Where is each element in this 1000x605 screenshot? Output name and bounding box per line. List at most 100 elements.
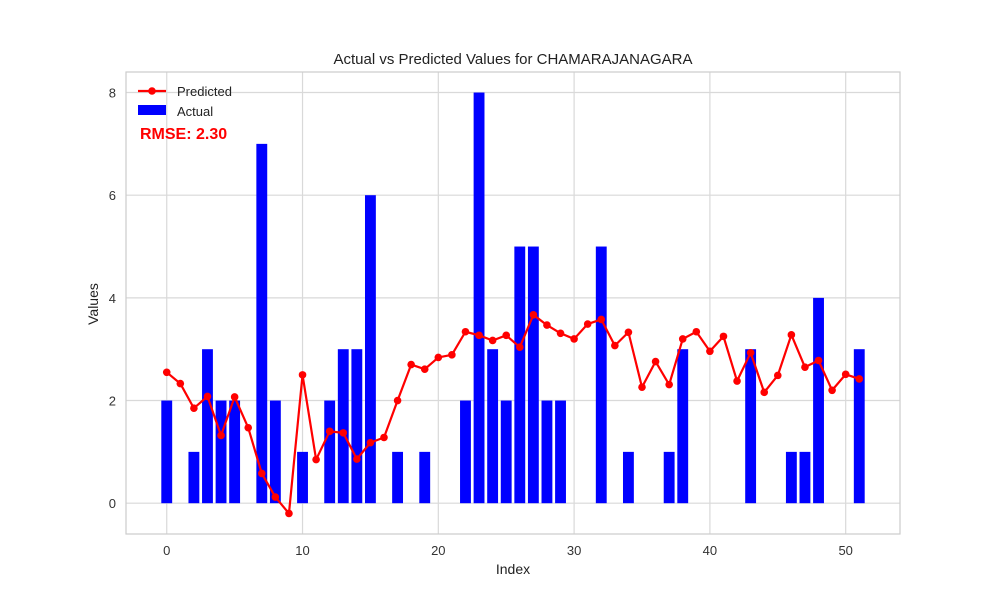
predicted-point (801, 363, 809, 371)
legend-actual-label: Actual (177, 104, 213, 119)
actual-bar (785, 451, 797, 504)
predicted-point (515, 343, 524, 351)
predicted-point (611, 341, 619, 350)
x-tick-label: 10 (295, 543, 309, 558)
actual-bar (555, 400, 566, 504)
plot-area (126, 72, 900, 534)
legend: Predicted Actual (138, 84, 232, 119)
predicted-point (678, 335, 687, 343)
actual-bar (663, 451, 675, 504)
y-tick-label: 2 (109, 394, 116, 409)
predicted-point (244, 423, 253, 432)
x-tick-label: 40 (703, 543, 717, 558)
predicted-point (665, 380, 673, 389)
actual-bar (745, 349, 757, 504)
predicted-point (271, 493, 280, 501)
actual-bar (622, 451, 634, 504)
actual-bar (202, 349, 213, 504)
predicted-point (339, 429, 348, 437)
predicted-point (176, 379, 185, 388)
predicted-line (166, 313, 860, 515)
predicted-point (651, 357, 660, 366)
predicted-point (285, 509, 293, 518)
predicted-point (787, 331, 796, 339)
plot-frame (125, 71, 901, 535)
actual-bar (256, 143, 268, 504)
predicted-point (760, 388, 769, 397)
predicted-point (420, 365, 429, 374)
predicted-point (828, 386, 836, 395)
y-axis-label: Values (85, 283, 101, 325)
actual-bar (297, 451, 308, 504)
predicted-point (746, 348, 755, 357)
legend-predicted-label: Predicted (177, 84, 232, 99)
actual-bar (460, 400, 471, 504)
x-tick-label: 20 (431, 543, 445, 558)
actual-bar (813, 297, 824, 504)
x-tick-label: 30 (567, 543, 581, 558)
predicted-line-group (162, 311, 864, 518)
actual-bar (514, 246, 526, 504)
predicted-point (190, 404, 198, 413)
actual-bar (269, 400, 281, 504)
actual-bar (324, 400, 336, 504)
predicted-point (217, 431, 225, 440)
predicted-point (325, 427, 334, 436)
legend-actual-swatch (138, 105, 166, 115)
predicted-point (583, 320, 592, 328)
predicted-point (230, 393, 239, 401)
predicted-point (556, 329, 565, 338)
predicted-point (543, 321, 551, 329)
actual-bar (337, 349, 349, 504)
actual-bar (392, 451, 404, 504)
actual-bar (853, 349, 865, 504)
actual-bar (541, 400, 553, 504)
predicted-point (841, 370, 850, 379)
predicted-point (407, 360, 415, 369)
predicted-point (434, 353, 443, 362)
predicted-point (570, 335, 578, 343)
x-tick-label: 50 (838, 543, 852, 558)
grid-lines (126, 72, 900, 534)
legend-predicted-marker (148, 87, 156, 95)
actual-bar (419, 451, 431, 504)
predicted-point (353, 455, 361, 463)
predicted-point (488, 336, 497, 345)
actual-bar (351, 349, 363, 504)
predicted-point (733, 377, 741, 385)
actual-bar (215, 400, 227, 504)
predicted-point (366, 438, 375, 447)
actual-bar (188, 451, 200, 504)
actual-bar (500, 400, 512, 504)
x-tick-label: 0 (163, 543, 170, 558)
predicted-point (624, 328, 633, 337)
y-tick-label: 4 (109, 291, 116, 306)
x-axis-label: Index (496, 561, 530, 577)
actual-bar (229, 400, 241, 504)
predicted-point (502, 331, 511, 340)
predicted-point (529, 311, 538, 319)
predicted-point (257, 469, 266, 478)
x-tick-labels: 0 10 20 30 40 50 (163, 543, 853, 558)
y-tick-label: 0 (109, 496, 116, 511)
predicted-point (298, 371, 307, 379)
predicted-point (719, 332, 728, 341)
y-tick-label: 8 (109, 86, 116, 101)
predicted-point (393, 396, 402, 405)
predicted-point (162, 368, 171, 377)
actual-bar (161, 400, 173, 504)
actual-bar (677, 349, 689, 504)
predicted-point (706, 347, 714, 356)
predicted-point (475, 331, 483, 340)
predicted-point (597, 315, 606, 324)
y-tick-label: 6 (109, 188, 116, 203)
predicted-point (312, 455, 320, 464)
actual-bar (364, 195, 376, 504)
predicted-point (814, 356, 823, 365)
predicted-point (773, 371, 782, 380)
predicted-point (203, 392, 212, 401)
actual-bar (799, 451, 811, 504)
predicted-point (692, 327, 701, 336)
